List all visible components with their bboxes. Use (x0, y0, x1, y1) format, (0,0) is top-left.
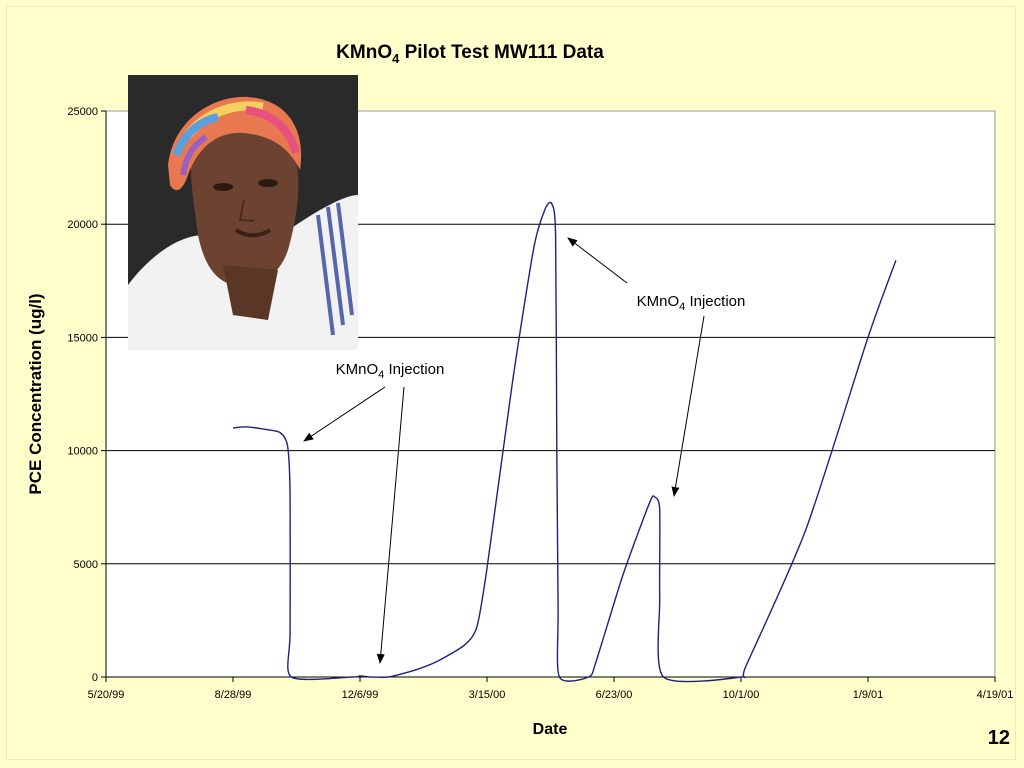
y-tick-label: 20000 (67, 219, 98, 231)
annotation-arrow (567, 237, 628, 284)
portrait-photo (128, 75, 358, 350)
x-axis-label: Date (533, 721, 568, 738)
y-tick-label: 5000 (74, 559, 98, 571)
x-tick-label: 1/9/01 (853, 689, 884, 701)
y-tick-label: 15000 (67, 332, 98, 344)
annotation-label: KMnO4 Injection (637, 293, 746, 313)
x-axis: 5/20/99 8/28/99 12/6/99 3/15/00 6/23/00 10/1/… (88, 676, 1014, 701)
x-tick-label: 3/15/00 (469, 689, 506, 701)
y-tick-label: 10000 (67, 446, 98, 458)
annotation-arrow (671, 315, 705, 497)
annotation-arrow (303, 386, 386, 442)
y-tick-label: 25000 (67, 106, 98, 118)
x-tick-label: 10/1/00 (723, 689, 760, 701)
annotation-arrow (376, 386, 405, 664)
x-tick-label: 12/6/99 (342, 689, 379, 701)
annotation-label: KMnO4 Injection (336, 361, 445, 381)
series-line (232, 201, 897, 683)
chart-title: KMnO4 Pilot Test MW111 Data (336, 42, 604, 66)
x-tick-label: 5/20/99 (88, 689, 125, 701)
y-tick-label: 0 (92, 672, 98, 684)
x-tick-label: 8/28/99 (215, 689, 252, 701)
x-tick-label: 6/23/00 (596, 689, 633, 701)
y-axis: 0 5000 10000 15000 20000 25000 (67, 106, 107, 684)
page-number: 12 (987, 727, 1010, 749)
series-layer (232, 201, 897, 683)
slide-border (6, 6, 1016, 760)
x-tick-label: 4/19/01 (977, 689, 1014, 701)
y-axis-label: PCE Concentration (ug/l) (26, 293, 45, 494)
